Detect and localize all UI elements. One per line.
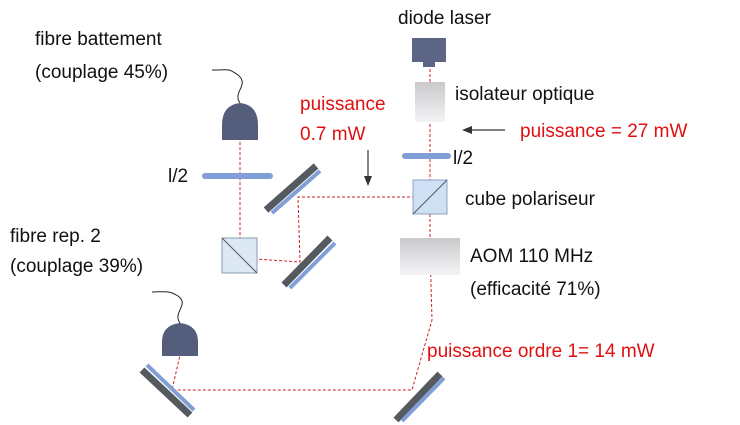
label: cube polariseur <box>465 189 596 210</box>
beam <box>171 64 433 391</box>
label: fibre rep. 2 <box>10 226 101 247</box>
fibre-coupler <box>222 103 258 140</box>
fibre <box>211 69 243 104</box>
isolator <box>415 82 445 122</box>
arrowhead <box>462 126 472 134</box>
label: puissance <box>300 94 386 115</box>
label: puissance ordre 1= 14 mW <box>427 341 655 362</box>
label: (efficacité 71%) <box>470 279 601 300</box>
label: fibre battement <box>35 29 162 50</box>
label: AOM 110 MHz <box>470 246 593 267</box>
fibre <box>151 291 183 324</box>
cube-diagonal <box>412 179 448 215</box>
mirror <box>139 363 196 418</box>
diode-nozzle <box>423 62 435 67</box>
label: l/2 <box>453 148 473 169</box>
label: l/2 <box>168 166 188 187</box>
label: (couplage 45%) <box>35 62 168 83</box>
mirror <box>263 163 322 215</box>
label: puissance = 27 mW <box>520 121 687 142</box>
mirror <box>281 235 337 290</box>
cube-diagonal <box>221 237 258 274</box>
beam <box>239 140 430 263</box>
label: isolateur optique <box>455 84 594 105</box>
fibre-coupler <box>162 323 198 356</box>
label: (couplage 39%) <box>10 256 143 277</box>
aom <box>400 238 460 275</box>
mirror <box>393 371 446 423</box>
label: 0.7 mW <box>300 124 366 145</box>
arrowhead <box>364 176 372 186</box>
label: diode laser <box>398 8 492 29</box>
diode-box <box>412 38 446 62</box>
